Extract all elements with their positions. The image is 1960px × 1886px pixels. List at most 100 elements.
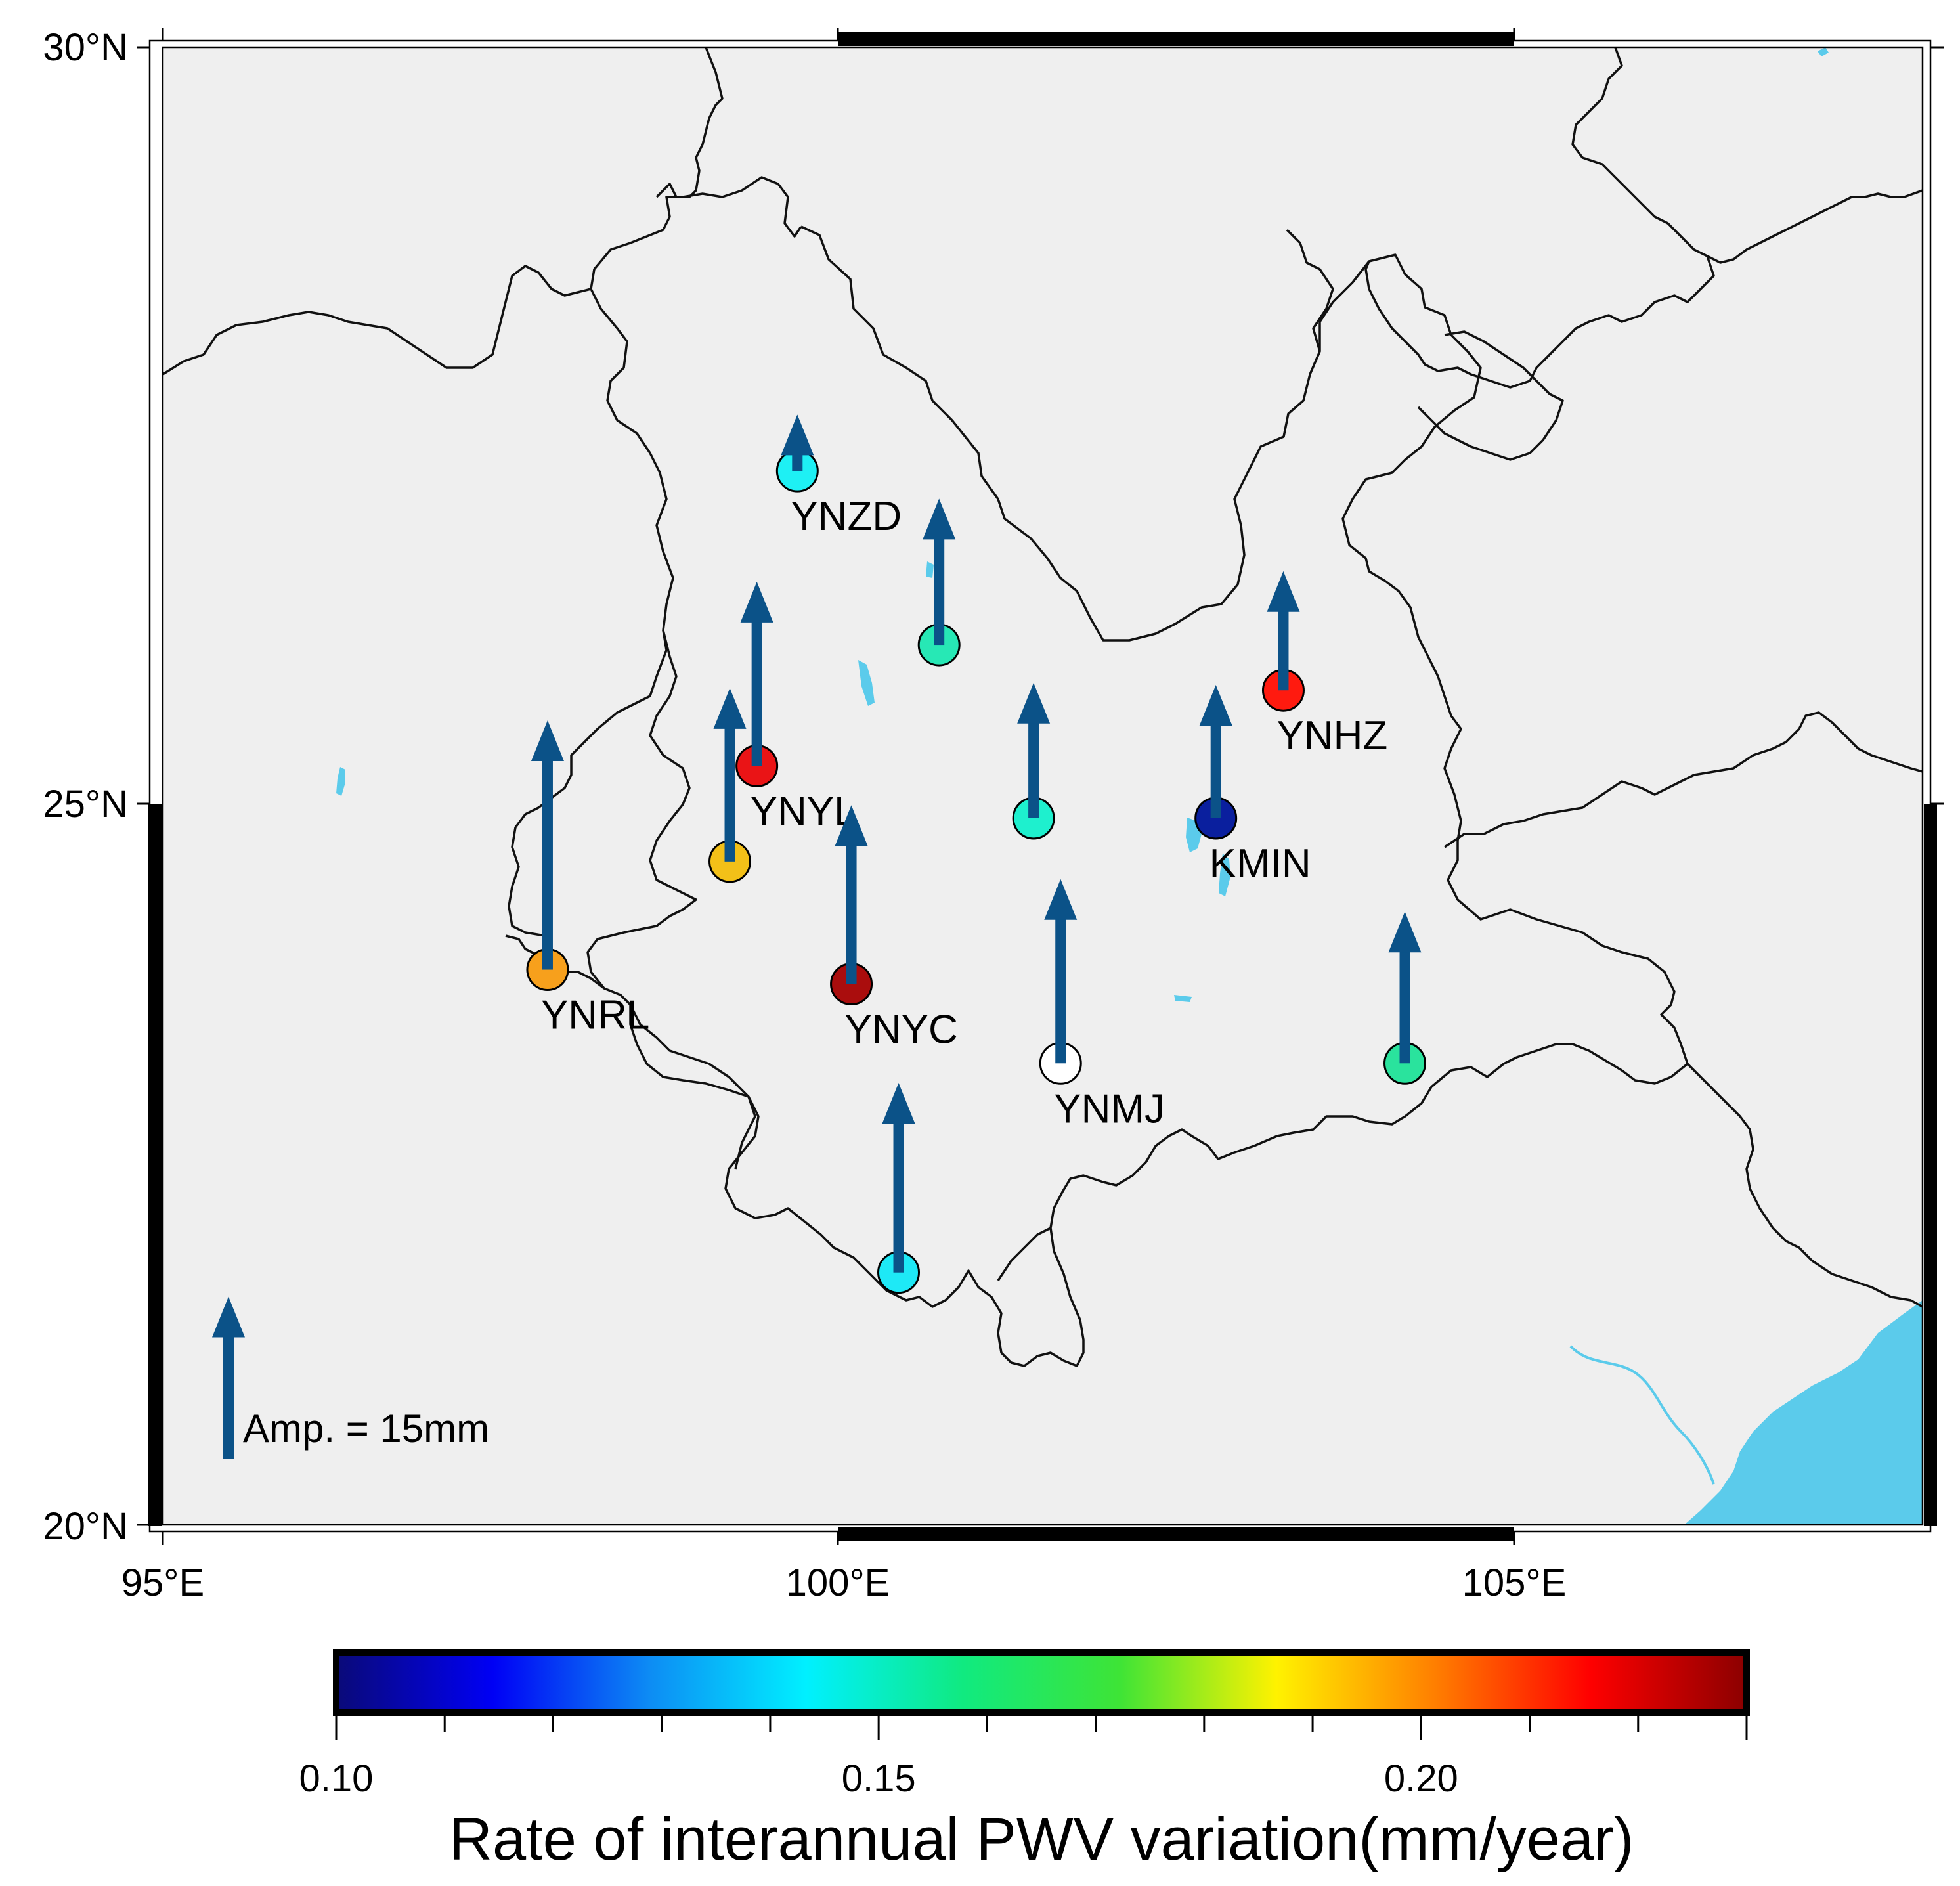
station-label: YNRL <box>541 993 649 1038</box>
lon-axis-labels: 95°E 100°E 105°E <box>121 1562 1567 1604</box>
pwv-amplitude-arrow <box>1199 685 1232 818</box>
arrow-head <box>1267 571 1300 612</box>
south-china-sea-coast <box>1684 1300 1923 1525</box>
vietnam-border <box>1686 1063 1923 1308</box>
yunnan-province-border <box>586 176 1689 1367</box>
frame-top-black <box>838 32 1514 46</box>
legend-arrow-label: Amp. = 15mm <box>243 1407 489 1451</box>
guizhou-north-border <box>1364 255 1715 389</box>
map-frame-inner <box>162 46 1924 1526</box>
frame-ticks <box>137 28 1944 1545</box>
arrow-shaft <box>751 619 762 766</box>
arrow-shaft <box>934 537 945 646</box>
map-panel: 30°N 25°N 20°N 95°E 100°E 105°E YNZD YNHZ… <box>43 26 1944 1604</box>
arrow-head <box>923 498 956 540</box>
station-label: YNZD <box>791 494 902 539</box>
lat-label-30: 30°N <box>43 26 128 69</box>
china-myanmar-west <box>508 630 668 937</box>
pwv-amplitude-arrow <box>740 581 773 766</box>
arrow-head <box>531 720 564 762</box>
arrow-head <box>882 1082 915 1124</box>
lake-small-1 <box>1174 995 1192 1002</box>
frame-bottom-black <box>838 1527 1514 1541</box>
station-unlabeled-4 <box>1012 682 1055 840</box>
arrow-shaft <box>223 1334 234 1459</box>
lake-small-3 <box>1818 47 1829 56</box>
land-background <box>163 47 1923 1525</box>
arrow-shaft <box>1028 720 1039 818</box>
colorbar-ticks: 0.10 0.15 0.20 <box>299 1716 1748 1800</box>
station-kmin: KMIN <box>1194 685 1311 887</box>
station-label: YNHZ <box>1276 713 1387 758</box>
laos-border <box>997 1227 1051 1281</box>
pwv-amplitude-arrow <box>1017 682 1051 818</box>
lake-west <box>336 767 345 796</box>
lon-label-100: 100°E <box>786 1562 890 1604</box>
station-unlabeled-1 <box>917 498 961 667</box>
arrow-shaft <box>724 726 735 862</box>
arrow-head <box>835 805 868 846</box>
pwv-amplitude-arrow <box>781 414 814 472</box>
station-label: YNMJ <box>1054 1086 1165 1131</box>
colorbar-tick-label: 0.15 <box>842 1757 916 1800</box>
water-features <box>336 47 1923 1525</box>
pwv-amplitude-arrow <box>882 1082 915 1273</box>
arrow-scale-legend: Amp. = 15mm <box>212 1296 489 1459</box>
station-label: KMIN <box>1209 841 1311 887</box>
arrow-shaft <box>1210 723 1221 818</box>
frame-right-black <box>1924 804 1937 1526</box>
station-ynzd: YNZD <box>775 414 902 539</box>
lake-erhai <box>858 660 875 706</box>
station-unlabeled-6 <box>708 688 752 883</box>
arrow-shaft <box>893 1120 904 1273</box>
station-ynyl: YNYL <box>735 581 857 834</box>
arrow-head <box>1044 879 1078 920</box>
arrow-shaft <box>792 452 803 472</box>
pwv-amplitude-arrow <box>1388 911 1422 1064</box>
colorbar-title: Rate of interannual PWV variation(mm/yea… <box>449 1806 1634 1873</box>
arrow-head <box>781 414 814 456</box>
arrow-shaft <box>1278 609 1289 691</box>
arrow-head <box>1199 685 1232 726</box>
frame-left-black <box>148 804 162 1526</box>
station-label: YNYL <box>751 789 857 834</box>
arrow-shaft <box>1399 950 1410 1064</box>
legend-arrow <box>212 1296 245 1459</box>
arrow-head <box>1017 682 1051 724</box>
colorbar-tick-label: 0.20 <box>1384 1757 1458 1800</box>
colorbar-tick-label: 0.10 <box>299 1757 374 1800</box>
arrow-head <box>713 688 747 729</box>
station-unlabeled-10 <box>1383 911 1427 1085</box>
guangxi-border <box>1444 711 1923 848</box>
pwv-amplitude-arrow <box>1044 879 1078 1064</box>
arrow-shaft <box>542 758 553 970</box>
pwv-amplitude-arrow <box>713 688 747 862</box>
lon-label-95: 95°E <box>121 1562 204 1604</box>
myanmar-border-lower <box>629 1004 756 1170</box>
arrow-head <box>1388 911 1422 953</box>
legend-scale-arrow <box>212 1296 245 1459</box>
arrow-head <box>740 581 773 623</box>
pwv-amplitude-arrow <box>1267 571 1300 691</box>
station-ynyc: YNYC <box>830 805 958 1053</box>
frame-checker <box>148 32 1937 1541</box>
red-river-delta <box>1569 1345 1715 1485</box>
guizhou-mid-border <box>1417 330 1564 461</box>
station-ynhz: YNHZ <box>1261 571 1387 758</box>
lake-fuxian <box>1219 854 1230 896</box>
lat-label-25: 25°N <box>43 783 128 825</box>
station-unlabeled-11 <box>877 1082 921 1294</box>
sichuan-guizhou-border <box>1286 229 1334 352</box>
stations-layer: YNZD YNHZ YNYL KMIN YNRL YNYC YNMJ <box>526 414 1427 1294</box>
arrow-shaft <box>846 843 857 984</box>
lat-label-20: 20°N <box>43 1505 128 1548</box>
tibet-border <box>163 265 592 376</box>
station-label: YNYC <box>845 1007 958 1053</box>
colorbar-gradient <box>333 1649 1750 1716</box>
pwv-amplitude-arrow <box>923 498 956 646</box>
station-ynmj: YNMJ <box>1039 879 1165 1131</box>
arrow-shaft <box>1055 917 1066 1064</box>
lat-axis-labels: 30°N 25°N 20°N <box>43 26 128 1548</box>
colorbar: 0.10 0.15 0.20 Rate of interannual PWV var… <box>299 1649 1750 1873</box>
